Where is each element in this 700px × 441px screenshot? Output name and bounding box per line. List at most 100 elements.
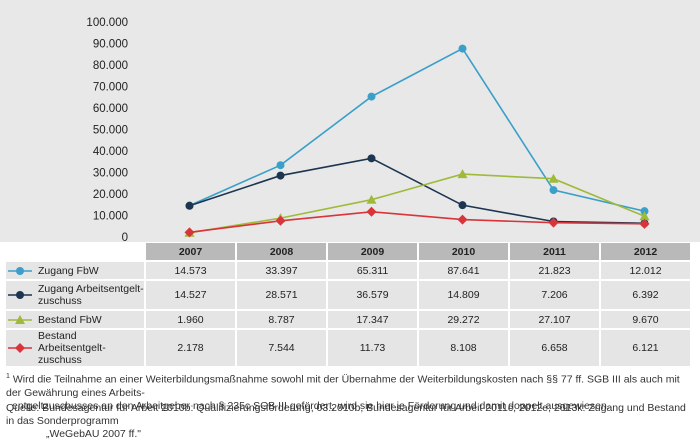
data-point bbox=[548, 173, 559, 183]
line-chart: 0 10.000 20.000 30.000 40.000 50.000 60.000 70.… bbox=[86, 17, 650, 243]
series-lines bbox=[189, 47, 645, 234]
data-point bbox=[367, 154, 376, 163]
data-point bbox=[457, 169, 468, 179]
value-cell: 9.670 bbox=[599, 309, 690, 328]
table-corner bbox=[6, 243, 144, 260]
value-cell: 14.809 bbox=[417, 279, 508, 309]
series-name: Zugang Arbeitsentgelt- bbox=[38, 283, 144, 295]
y-tick-label: 90.000 bbox=[93, 39, 128, 51]
series-line bbox=[189, 173, 645, 234]
legend-symbol bbox=[16, 266, 24, 275]
y-tick-label: 80.000 bbox=[93, 60, 128, 72]
data-point bbox=[639, 211, 650, 221]
table-row: Bestand Arbeitsentgelt-zuschuss 2.178 7.54… bbox=[6, 328, 690, 366]
legend-marker bbox=[8, 266, 32, 275]
data-point bbox=[640, 207, 649, 216]
year-header: 2012 bbox=[599, 243, 690, 260]
year-header: 2009 bbox=[326, 243, 417, 260]
series-markers bbox=[184, 44, 650, 238]
value-cell: 21.823 bbox=[508, 260, 599, 279]
y-tick-label: 10.000 bbox=[93, 211, 128, 223]
value-cell: 33.397 bbox=[235, 260, 326, 279]
value-cell: 8.108 bbox=[417, 328, 508, 366]
series-label-cell: Bestand Arbeitsentgelt-zuschuss bbox=[6, 328, 144, 366]
value-cell: 11.73 bbox=[326, 328, 417, 366]
series-label-cell: Zugang FbW bbox=[6, 260, 144, 279]
source-line: Quelle: Bundesagentur für Arbeit 2010b: … bbox=[6, 402, 686, 427]
series-name: Bestand Arbeitsentgelt- bbox=[38, 330, 106, 354]
legend-symbol bbox=[15, 343, 25, 353]
year-header: 2008 bbox=[235, 243, 326, 260]
data-point bbox=[549, 186, 558, 195]
y-tick-label: 40.000 bbox=[93, 146, 128, 158]
plot-area bbox=[0, 0, 700, 242]
y-tick-label: 100.000 bbox=[86, 17, 128, 29]
year-header: 2011 bbox=[508, 243, 599, 260]
source-note: Quelle: Bundesagentur für Arbeit 2010b: … bbox=[6, 402, 696, 441]
data-point bbox=[276, 161, 285, 170]
value-cell: 7.544 bbox=[235, 328, 326, 366]
y-tick-label: 70.000 bbox=[93, 82, 128, 94]
data-point bbox=[457, 214, 468, 225]
value-cell: 6.392 bbox=[599, 279, 690, 309]
y-tick-label: 50.000 bbox=[93, 125, 128, 137]
legend-symbol bbox=[15, 314, 25, 324]
value-cell: 2.178 bbox=[144, 328, 235, 366]
value-cell: 27.107 bbox=[508, 309, 599, 328]
data-table: 2007 2008 2009 2010 2011 2012 Zugang FbW… bbox=[6, 243, 690, 366]
y-tick-label: 20.000 bbox=[93, 189, 128, 201]
footnote: 1 Wird die Teilnahme an einer Weiterbild… bbox=[6, 370, 696, 413]
value-cell: 28.571 bbox=[235, 279, 326, 309]
year-header: 2010 bbox=[417, 243, 508, 260]
value-cell: 14.527 bbox=[144, 279, 235, 309]
series-line bbox=[189, 47, 645, 212]
data-point bbox=[185, 201, 194, 210]
series-name: zuschuss bbox=[38, 295, 82, 307]
value-cell: 6.658 bbox=[508, 328, 599, 366]
value-cell: 14.573 bbox=[144, 260, 235, 279]
value-cell: 12.012 bbox=[599, 260, 690, 279]
y-axis: 0 10.000 20.000 30.000 40.000 50.000 60.000 70.… bbox=[86, 17, 128, 243]
data-point bbox=[367, 92, 376, 101]
data-point bbox=[639, 218, 650, 229]
table-row: Bestand FbW 1.960 8.787 17.347 29.272 27.107 9… bbox=[6, 309, 690, 328]
series-line bbox=[189, 210, 645, 234]
series-name: Zugang FbW bbox=[38, 264, 99, 277]
series-line bbox=[189, 157, 645, 225]
value-cell: 1.960 bbox=[144, 309, 235, 328]
footnote-text-continued: entgeltzuschusses an den Arbeitgeber nac… bbox=[12, 399, 610, 412]
value-cell: 36.579 bbox=[326, 279, 417, 309]
value-cell: 7.206 bbox=[508, 279, 599, 309]
legend-marker bbox=[8, 343, 32, 353]
data-point bbox=[184, 227, 195, 238]
series-name: zuschuss bbox=[38, 354, 82, 366]
data-point bbox=[458, 201, 467, 210]
series-label-cell: Zugang Arbeitsentgelt-zuschuss bbox=[6, 279, 144, 309]
y-tick-label: 0 bbox=[122, 232, 128, 243]
series-label-cell: Bestand FbW bbox=[6, 309, 144, 328]
data-point bbox=[366, 194, 377, 204]
value-cell: 65.311 bbox=[326, 260, 417, 279]
legend-marker bbox=[8, 314, 32, 324]
y-tick-label: 60.000 bbox=[93, 103, 128, 115]
table-header-row: 2007 2008 2009 2010 2011 2012 bbox=[6, 243, 690, 260]
value-cell: 6.121 bbox=[599, 328, 690, 366]
footnote-mark: 1 bbox=[6, 373, 10, 380]
data-point bbox=[276, 171, 285, 180]
data-point bbox=[458, 44, 467, 53]
legend-marker bbox=[8, 291, 32, 299]
value-cell: 17.347 bbox=[326, 309, 417, 328]
series-name: Bestand FbW bbox=[38, 313, 102, 326]
value-cell: 29.272 bbox=[417, 309, 508, 328]
table-row: Zugang FbW 14.573 33.397 65.311 87.641 21.823… bbox=[6, 260, 690, 279]
value-cell: 87.641 bbox=[417, 260, 508, 279]
y-tick-label: 30.000 bbox=[93, 168, 128, 180]
data-point bbox=[275, 215, 286, 226]
footnote-text: Wird die Teilnahme an einer Weiterbildun… bbox=[6, 373, 680, 399]
source-line-continued: „WeGebAU 2007 ff." bbox=[46, 428, 141, 440]
legend-symbol bbox=[16, 291, 24, 299]
data-point bbox=[548, 217, 559, 228]
data-point bbox=[366, 206, 377, 217]
year-header: 2007 bbox=[144, 243, 235, 260]
table-row: Zugang Arbeitsentgelt-zuschuss 14.527 28.5… bbox=[6, 279, 690, 309]
